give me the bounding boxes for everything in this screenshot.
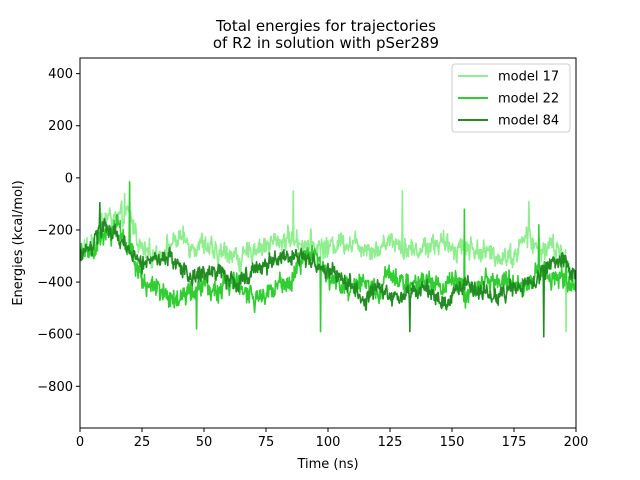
legend-box [451, 63, 571, 133]
chart-title-line1: Total energies for trajectories [215, 17, 436, 35]
y-tick-label: 400 [48, 67, 73, 82]
x-tick-label: 150 [440, 435, 465, 450]
y-tick-label: −800 [37, 380, 73, 395]
y-tick-label: 0 [65, 171, 73, 186]
legend-label: model 84 [498, 114, 559, 129]
x-tick-label: 200 [564, 435, 589, 450]
x-tick-label: 50 [196, 435, 213, 450]
y-tick-label: 200 [48, 119, 73, 134]
series-line-model-17 [80, 190, 576, 333]
y-tick-label: −600 [37, 328, 73, 343]
y-axis-label: Energies (kcal/mol) [11, 180, 26, 305]
chart-title-line2: of R2 in solution with pSer289 [213, 34, 439, 52]
x-tick-label: 175 [502, 435, 527, 450]
x-tick-label: 100 [316, 435, 341, 450]
x-axis-label: Time (ns) [296, 457, 358, 472]
legend-label: model 22 [498, 92, 559, 107]
x-tick-label: 125 [378, 435, 403, 450]
series-line-model-84 [80, 201, 576, 338]
legend-label: model 17 [498, 70, 559, 85]
legend: model 17 model 22 model 84 [451, 63, 571, 133]
x-tick-label: 0 [76, 435, 84, 450]
x-tick-label: 25 [134, 435, 151, 450]
legend-items: model 17 model 22 model 84 [458, 70, 559, 129]
series-layer [80, 180, 576, 338]
y-tick-label: −400 [37, 276, 73, 291]
y-tick-label: −200 [37, 223, 73, 238]
x-axis-ticks: 0 25 50 75 100 125 150 175 200 [76, 428, 589, 450]
x-tick-label: 75 [258, 435, 275, 450]
y-axis-ticks: 400 200 0 −200 −400 −600 −800 [37, 67, 80, 395]
